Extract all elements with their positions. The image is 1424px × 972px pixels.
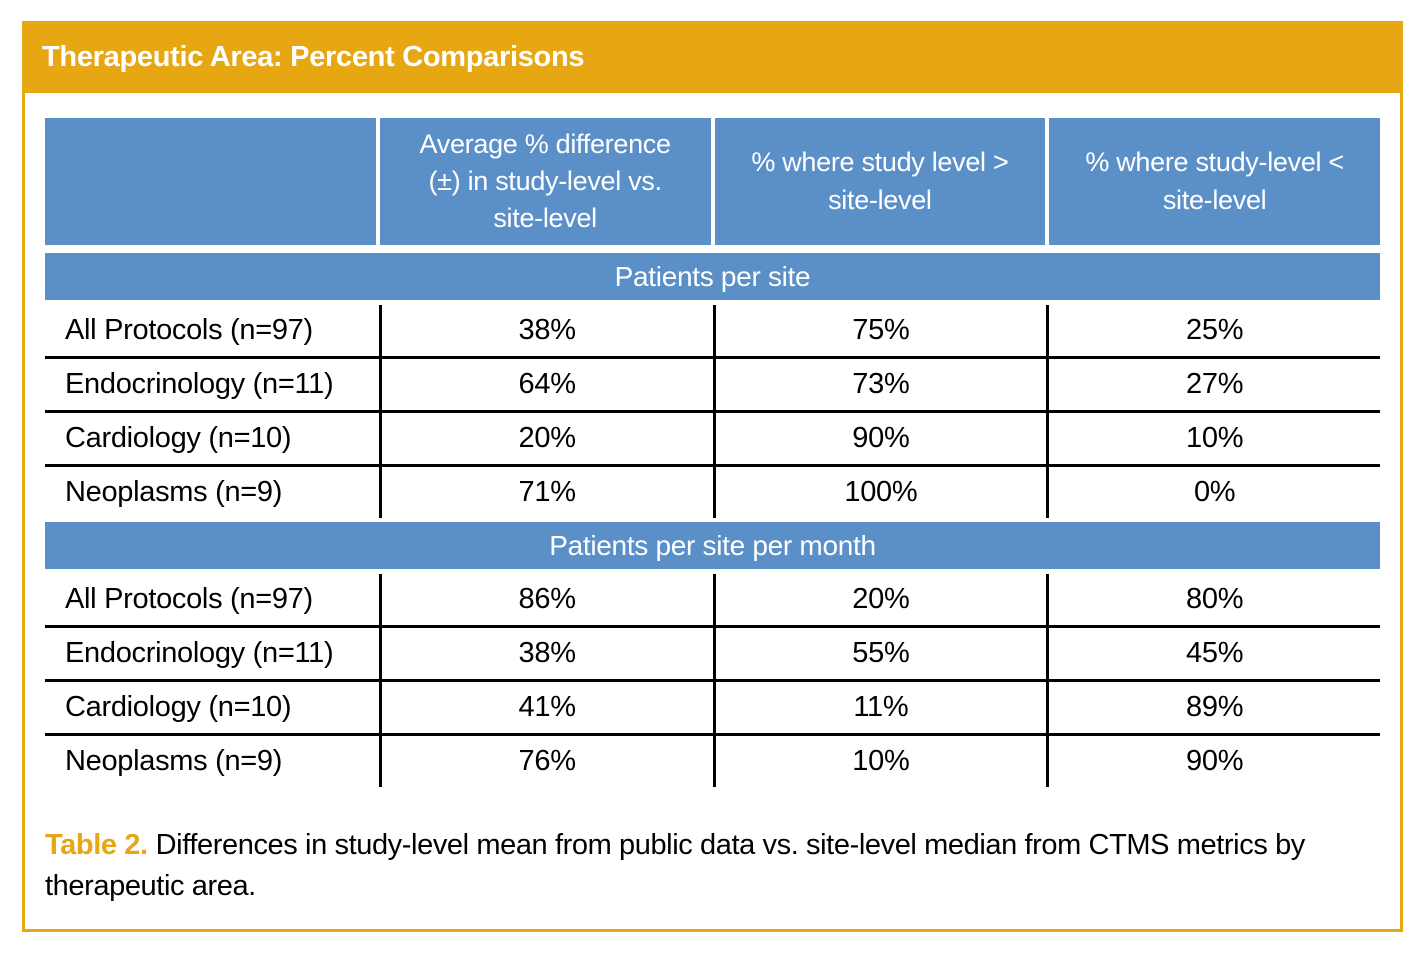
table-row: Endocrinology (n=11) 64% 73% 27% — [45, 356, 1380, 410]
column-header-study-lt-site: % where study-level < site-level — [1049, 118, 1380, 245]
panel-title-bar: Therapeutic Area: Percent Comparisons — [22, 21, 1403, 93]
value-cell: 76% — [378, 736, 713, 787]
panel: Therapeutic Area: Percent Comparisons Av… — [22, 21, 1403, 932]
section-rows-patients-per-site: All Protocols (n=97) 38% 75% 25% Endocri… — [45, 305, 1380, 518]
table-row: Neoplasms (n=9) 71% 100% 0% — [45, 464, 1380, 518]
value-cell: 73% — [712, 359, 1047, 410]
column-header-avg-difference: Average % difference (±) in study-level … — [379, 118, 711, 245]
value-cell: 55% — [712, 628, 1047, 679]
row-label-cell: Endocrinology (n=11) — [65, 637, 334, 669]
table-caption: Table 2. Differences in study-level mean … — [45, 825, 1325, 907]
caption-label: Table 2. — [45, 829, 148, 861]
table-row: Cardiology (n=10) 41% 11% 89% — [45, 679, 1380, 733]
panel-content: Average % difference (±) in study-level … — [25, 93, 1400, 907]
value-cell: 75% — [712, 305, 1047, 356]
value-cell: 11% — [712, 682, 1047, 733]
row-label-cell: Cardiology (n=10) — [65, 422, 292, 454]
value-cell: 20% — [378, 413, 713, 464]
section-header-patients-per-site: Patients per site — [45, 253, 1380, 300]
value-cell: 100% — [712, 467, 1047, 518]
table-row: Cardiology (n=10) 20% 90% 10% — [45, 410, 1380, 464]
value-cell: 0% — [1046, 467, 1380, 518]
column-header-study-gt-site: % where study level > site-level — [714, 118, 1046, 245]
value-cell: 38% — [378, 305, 713, 356]
table-column-headers: Average % difference (±) in study-level … — [45, 118, 1380, 245]
row-label-cell: All Protocols (n=97) — [65, 583, 313, 615]
value-cell: 10% — [1046, 413, 1380, 464]
value-cell: 86% — [378, 574, 713, 625]
table-row: Neoplasms (n=9) 76% 10% 90% — [45, 733, 1380, 787]
table-row: All Protocols (n=97) 86% 20% 80% — [45, 574, 1380, 625]
value-cell: 41% — [378, 682, 713, 733]
column-header-blank — [45, 118, 376, 245]
panel-title: Therapeutic Area: Percent Comparisons — [42, 40, 585, 73]
caption-text: Differences in study-level mean from pub… — [45, 829, 1305, 903]
row-label-cell: Endocrinology (n=11) — [65, 368, 334, 400]
value-cell: 80% — [1046, 574, 1380, 625]
value-cell: 90% — [1046, 736, 1380, 787]
section-rows-patients-per-site-per-month: All Protocols (n=97) 86% 20% 80% Endocri… — [45, 574, 1380, 787]
value-cell: 89% — [1046, 682, 1380, 733]
row-label-cell: Neoplasms (n=9) — [65, 745, 283, 777]
value-cell: 25% — [1046, 305, 1380, 356]
comparison-table: Average % difference (±) in study-level … — [45, 118, 1380, 787]
table-row: All Protocols (n=97) 38% 75% 25% — [45, 305, 1380, 356]
value-cell: 45% — [1046, 628, 1380, 679]
value-cell: 20% — [712, 574, 1047, 625]
row-label-cell: Cardiology (n=10) — [65, 691, 292, 723]
value-cell: 90% — [712, 413, 1047, 464]
value-cell: 71% — [378, 467, 713, 518]
value-cell: 38% — [378, 628, 713, 679]
value-cell: 64% — [378, 359, 713, 410]
section-header-patients-per-site-per-month: Patients per site per month — [45, 522, 1380, 569]
row-label-cell: Neoplasms (n=9) — [65, 476, 283, 508]
value-cell: 10% — [712, 736, 1047, 787]
value-cell: 27% — [1046, 359, 1380, 410]
table-row: Endocrinology (n=11) 38% 55% 45% — [45, 625, 1380, 679]
row-label-cell: All Protocols (n=97) — [65, 314, 313, 346]
